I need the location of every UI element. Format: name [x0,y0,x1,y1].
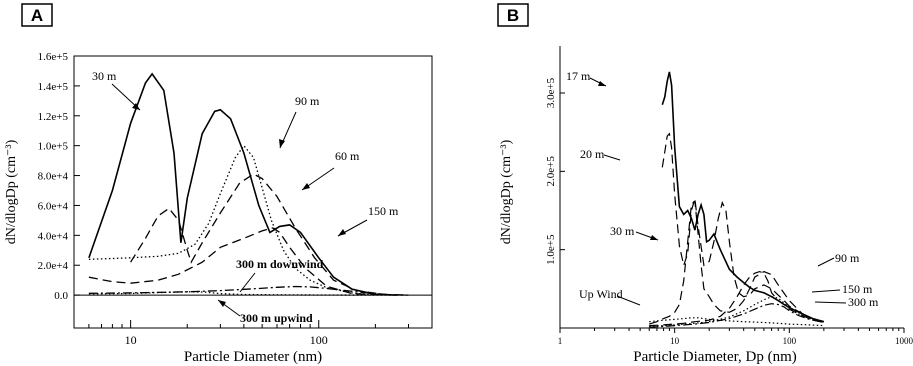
panel-a-x-ticks: 10 100 [88,320,409,347]
arrow-a-300m-downwind [239,272,256,293]
annotation-b-30m: 30 m [610,224,635,238]
b-x-tick-label: 100 [783,336,797,346]
a-y-tick-label: 1.2e+5 [38,111,69,123]
annotation-b-300m: 300 m [848,295,879,309]
panel-b-series [649,71,825,328]
panel-b-label: B [507,6,519,25]
annotation-b-20m: 20 m [580,147,605,161]
arrowhead-b-30m [650,235,658,240]
series-a-90-m [88,144,376,296]
panel-a-series [88,72,409,296]
arrow-b-90m [817,257,835,267]
a-y-tick-label: 4.0e+4 [38,230,69,242]
series-b-20-m [661,132,825,323]
panel-b-x-axis-label: Particle Diameter, Dp (nm) [633,349,797,365]
annotation-b-150m: 150 m [842,282,873,296]
b-y-tick-label: 2.0e+5 [545,156,557,187]
series-b-30-m [649,199,825,325]
arrowhead-a-300m-upwind [218,300,226,307]
a-y-tick-label: 1.0e+5 [38,141,69,153]
arrow-b-20m [603,154,621,161]
annotation-a-150m: 150 m [368,204,399,218]
b-y-tick-label: 3.0e+5 [545,77,557,108]
a-x-tick-label: 100 [310,333,328,347]
arrowhead-b-17m [598,81,606,86]
series-b-17-m [661,71,825,323]
annotation-b-90m: 90 m [835,251,860,265]
series-a-60-m [130,173,409,296]
b-x-tick-label: 1000 [895,336,913,346]
series-a-30-m [88,72,397,296]
panel-b-y-ticks: 1.0e+5 2.0e+5 3.0e+5 [545,77,565,265]
a-y-tick-label: 8.0e+4 [38,171,69,183]
a-y-tick-label: 1.6e+5 [38,51,69,63]
annotation-a-300m-upwind: 300 m upwind [240,311,313,325]
annotation-a-90m: 90 m [295,94,320,108]
annotation-a-300m-downwind: 300 m downwind [236,257,324,271]
b-x-tick-label: 10 [670,336,680,346]
arrowhead-a-90m [279,139,285,148]
a-y-tick-label: 6.0e+4 [38,200,69,212]
series-a-300-m-upwind [88,291,409,296]
panel-a: A 0.0 2.0e+4 4.0e+4 6.0e+4 8.0e+4 1.0e+5 1.2e+… [4,3,433,365]
arrowhead-a-30m [132,103,140,110]
panel-b-y-axis-label: dN/dlogDp (cm⁻³) [499,139,514,244]
arrowhead-a-150m [338,229,346,236]
panel-b-label-box [497,3,529,27]
arrow-b-300m [814,301,847,304]
a-x-tick-label: 10 [125,333,137,347]
panel-a-y-axis-label: dN/dlogDp (cm⁻³) [4,139,19,244]
panel-a-y-ticks: 0.0 2.0e+4 4.0e+4 6.0e+4 8.0e+4 1.0e+5 1.2e+5 1… [38,51,80,302]
series-b-90-m [649,270,825,327]
arrow-b-150m [811,289,841,293]
arrow-b-upwind [616,295,641,306]
series-a-300-m-downwind [88,285,409,296]
panel-b: B 1.0e+5 2.0e+5 3.0e+5 1 10 100 1000 Particle… [497,3,913,365]
series-a-150-m [88,227,384,296]
annotation-b-upwind: Up Wind [579,287,623,301]
annotation-a-30m: 30 m [92,69,117,83]
series-b-300-m [649,303,825,328]
a-y-tick-label: 2.0e+4 [38,260,69,272]
annotation-b-17m: 17 m [566,69,591,83]
b-x-tick-label: 1 [558,336,563,346]
panel-a-x-axis-label: Particle Diameter (nm) [184,349,322,365]
panel-a-label: A [31,6,43,25]
annotation-a-60m: 60 m [335,149,360,163]
arrowhead-a-60m [302,183,310,190]
panel-a-plot-frame [73,55,433,329]
a-y-tick-label: 1.4e+5 [38,81,69,93]
b-y-tick-label: 1.0e+5 [545,234,557,265]
panel-b-x-ticks: 1 10 100 1000 [558,328,913,346]
a-y-tick-label: 0.0 [54,290,68,302]
series-b-up-wind [649,317,824,327]
panel-a-label-box [21,3,53,27]
